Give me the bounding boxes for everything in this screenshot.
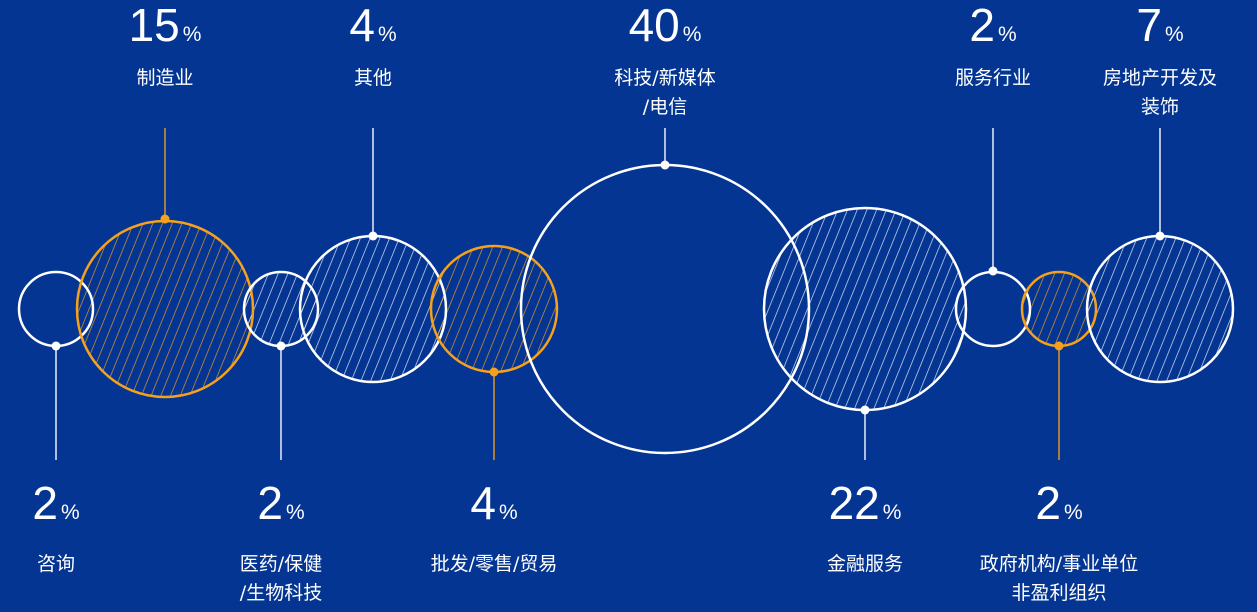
percent-number: 2 xyxy=(1035,477,1061,529)
bubble-label-item-1: 15% 制造业 xyxy=(75,2,255,93)
category-label: 服务行业 xyxy=(954,67,1031,89)
percent-number: 4 xyxy=(470,477,496,529)
percent-unit: % xyxy=(60,501,80,524)
percent-number: 40 xyxy=(628,0,680,51)
percent-unit: % xyxy=(997,23,1017,46)
category-label: 金融服务 xyxy=(826,553,903,575)
percent-value: 4% xyxy=(283,2,463,58)
bubble-label-item-9: 7% 房地产开发及 装饰 xyxy=(1070,2,1250,122)
percent-value: 2% xyxy=(0,480,146,536)
percent-number: 4 xyxy=(349,0,375,51)
percent-unit: % xyxy=(1164,23,1184,46)
bubble-hatch-item-9 xyxy=(1088,237,1232,381)
bubble-label-item-7: 2% 服务行业 xyxy=(903,2,1083,93)
anchor-dot-item-7 xyxy=(988,266,998,276)
percent-value: 15% xyxy=(75,2,255,58)
percent-unit: % xyxy=(182,23,202,46)
category-label: 科技/新媒体 /电信 xyxy=(614,67,716,118)
category-label: 其他 xyxy=(353,67,392,89)
percent-unit: % xyxy=(1063,501,1083,524)
percent-number: 2 xyxy=(969,0,995,51)
percent-number: 7 xyxy=(1136,0,1162,51)
bubble-hatch-item-3 xyxy=(301,237,445,381)
bubble-label-item-5: 40% 科技/新媒体 /电信 xyxy=(575,2,755,122)
percent-value: 4% xyxy=(404,480,584,536)
anchor-dot-item-1 xyxy=(160,214,170,224)
percent-number: 22 xyxy=(828,477,880,529)
percent-value: 2% xyxy=(969,480,1149,536)
category-label: 政府机构/事业单位 非盈利组织 xyxy=(979,553,1139,604)
bubble-hatch-item-4 xyxy=(432,247,556,371)
bubble-label-item-4: 4% 批发/零售/贸易 xyxy=(404,480,584,579)
anchor-dot-item-4 xyxy=(489,367,499,377)
category-label: 咨询 xyxy=(36,553,75,575)
bubble-label-item-0: 2% 咨询 xyxy=(0,480,146,579)
percent-value: 7% xyxy=(1070,2,1250,58)
anchor-dot-item-8 xyxy=(1054,341,1064,351)
percent-value: 22% xyxy=(775,480,955,536)
percent-value: 2% xyxy=(191,480,371,536)
anchor-dot-item-5 xyxy=(660,160,670,170)
percent-value: 2% xyxy=(903,2,1083,58)
percent-unit: % xyxy=(285,501,305,524)
category-label: 制造业 xyxy=(136,67,194,89)
anchor-dot-item-9 xyxy=(1155,231,1165,241)
bubble-label-item-3: 4% 其他 xyxy=(283,2,463,93)
percent-unit: % xyxy=(377,23,397,46)
bubble-label-item-8: 2% 政府机构/事业单位 非盈利组织 xyxy=(969,480,1149,608)
bubbles-layer xyxy=(17,128,1235,460)
category-label: 医药/保健 /生物科技 xyxy=(239,553,323,604)
percent-unit: % xyxy=(882,501,902,524)
anchor-dot-item-0 xyxy=(51,341,61,351)
category-label: 批发/零售/贸易 xyxy=(430,553,558,575)
percent-unit: % xyxy=(682,23,702,46)
percent-number: 2 xyxy=(32,477,58,529)
anchor-dot-item-2 xyxy=(276,341,286,351)
percent-value: 40% xyxy=(575,2,755,58)
bubble-label-item-6: 22% 金融服务 xyxy=(775,480,955,579)
bubble-hatch-item-2 xyxy=(245,273,317,345)
bubble-hatch-item-1 xyxy=(78,222,252,396)
percent-unit: % xyxy=(498,501,518,524)
percent-number: 2 xyxy=(257,477,283,529)
bubble-hatch-item-6 xyxy=(765,209,965,409)
bubble-hatch-item-8 xyxy=(1023,273,1095,345)
percent-number: 15 xyxy=(128,0,180,51)
anchor-dot-item-3 xyxy=(368,231,378,241)
bubble-label-item-2: 2% 医药/保健 /生物科技 xyxy=(191,480,371,608)
anchor-dot-item-6 xyxy=(860,405,870,415)
category-label: 房地产开发及 装饰 xyxy=(1102,67,1217,118)
